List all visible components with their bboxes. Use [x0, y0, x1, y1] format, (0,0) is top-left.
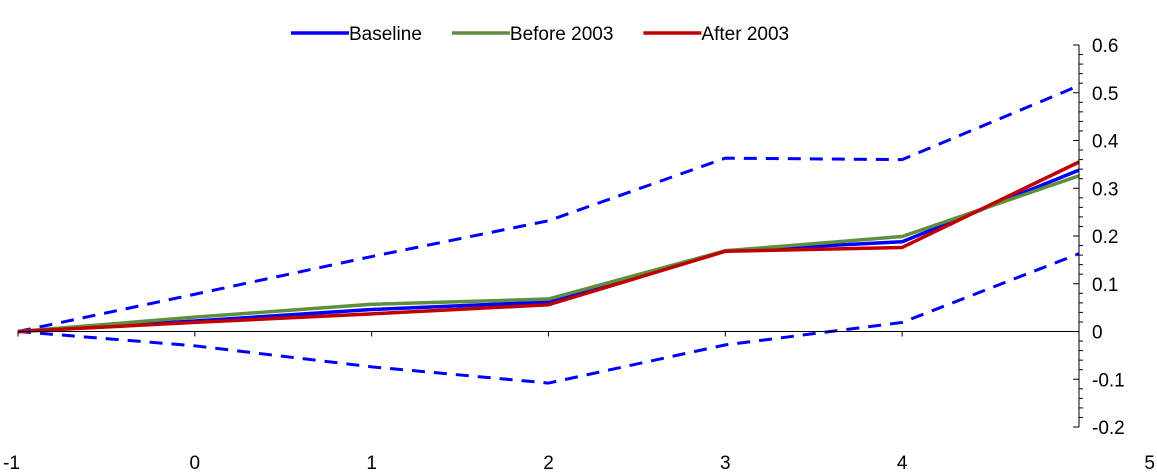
- axes: [17, 44, 1083, 428]
- legend: Baseline Before 2003 After 2003: [291, 24, 789, 45]
- x-tick-label-5: 4: [897, 453, 908, 474]
- x-tick-label-1: 0: [190, 453, 201, 474]
- x-tick-label-2: 1: [366, 453, 377, 474]
- series-line-3: [17, 84, 1080, 333]
- y-tick-label-2: 0: [1092, 323, 1103, 344]
- legend-label-0: Baseline: [349, 24, 422, 45]
- x-tick-label-6: 5: [1144, 453, 1155, 474]
- x-tick-label-4: 3: [720, 453, 731, 474]
- plot-lines: [17, 84, 1080, 385]
- x-tick-label-0: -1: [3, 453, 20, 474]
- y-tick-label-3: 0.1: [1092, 275, 1118, 296]
- y-tick-label-6: 0.4: [1092, 132, 1119, 153]
- x-tick-label-3: 2: [543, 453, 554, 474]
- series-line-2: [17, 160, 1080, 334]
- y-tick-label-8: 0.6: [1092, 36, 1118, 57]
- y-tick-label-7: 0.5: [1092, 84, 1118, 105]
- y-tick-label-0: -0.2: [1092, 418, 1125, 439]
- x-tick-labels: -1 0 1 2 3 4 5: [3, 453, 1155, 474]
- legend-label-2: After 2003: [701, 24, 789, 45]
- series-line-1: [17, 174, 1080, 334]
- legend-label-1: Before 2003: [510, 24, 614, 45]
- series-line-0: [17, 168, 1080, 334]
- y-tick-label-5: 0.3: [1092, 179, 1118, 200]
- y-tick-labels: -0.2 -0.1 0 0.1 0.2 0.3 0.4 0.5 0.6: [1092, 36, 1125, 439]
- y-tick-label-1: -0.1: [1092, 370, 1125, 391]
- series-line-4: [17, 252, 1080, 385]
- y-tick-label-4: 0.2: [1092, 227, 1118, 248]
